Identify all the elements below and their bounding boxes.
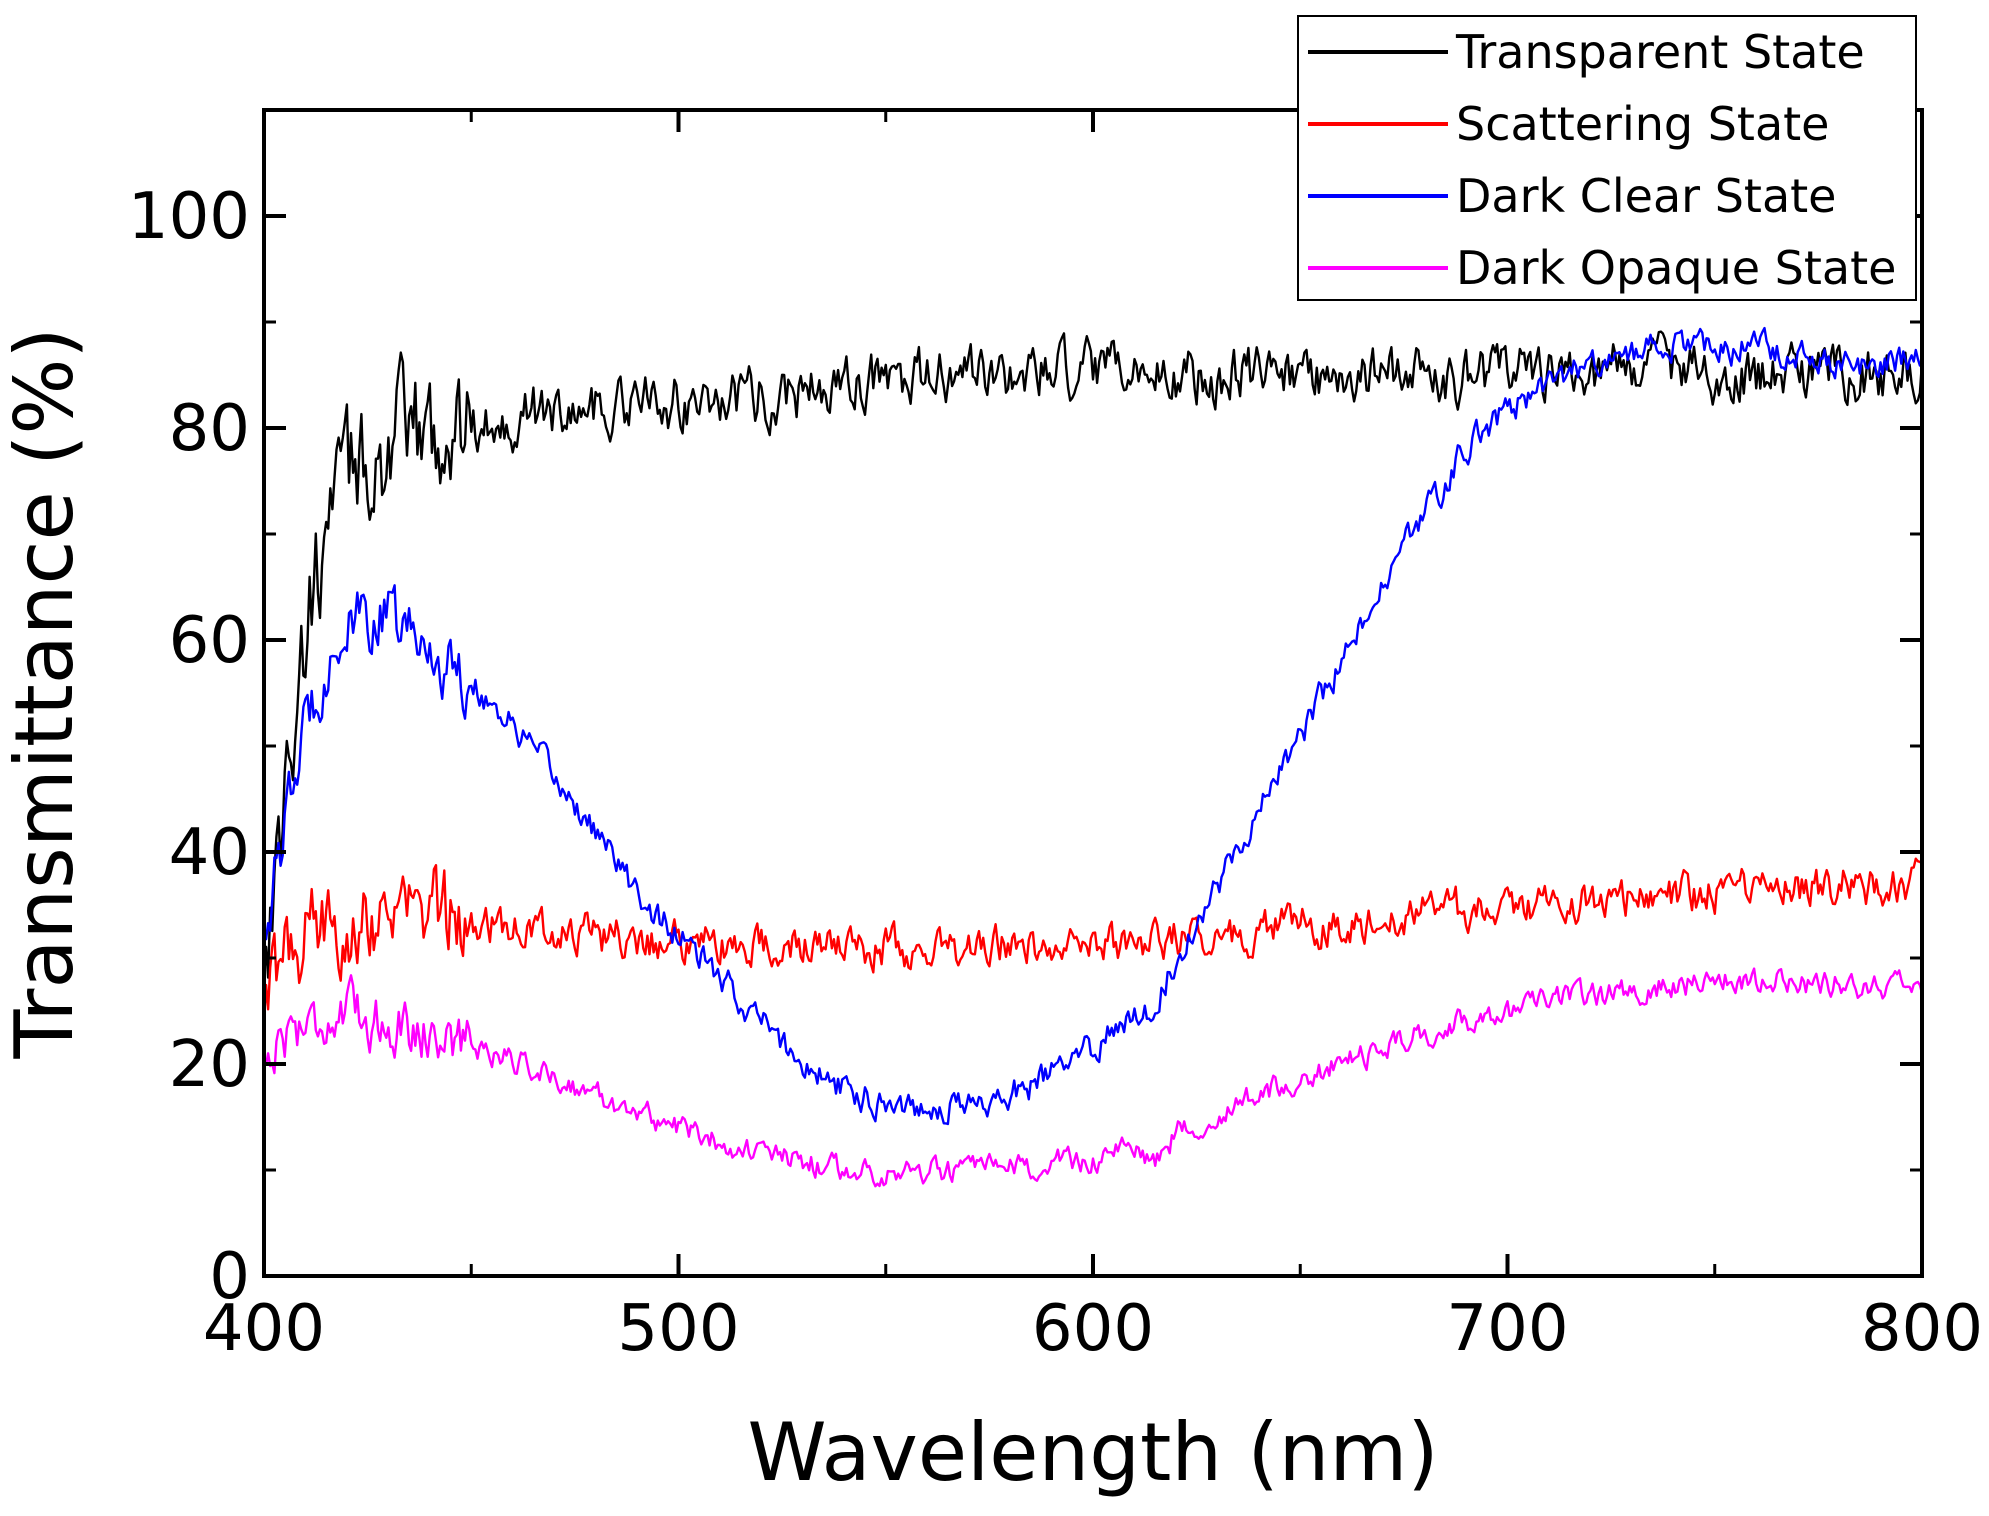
y-axis-title: Transmittance (%): [0, 327, 91, 1059]
y-tick-label: 80: [169, 392, 250, 466]
series-line-transparent-state: [262, 330, 1924, 979]
y-tick-label: 0: [209, 1240, 250, 1314]
y-tick-label: 40: [169, 816, 250, 890]
series-layer: [262, 326, 1924, 1188]
x-tick-label: 500: [617, 1292, 739, 1366]
x-tick-label: 800: [1861, 1292, 1983, 1366]
legend-label-dark-clear: Dark Clear State: [1456, 169, 1836, 223]
y-tick-label: 60: [169, 604, 250, 678]
y-tick-label: 20: [169, 1028, 250, 1102]
legend: Transparent State Scattering State Dark …: [1297, 15, 1917, 301]
y-tick-label: 100: [128, 180, 250, 254]
ticks-layer: 400 500 600 700 800 0 20 40 60 80 100: [128, 110, 1983, 1366]
legend-label-scattering: Scattering State: [1456, 97, 1829, 151]
x-tick-label: 600: [1032, 1292, 1154, 1366]
legend-box: [1297, 15, 1917, 301]
legend-label-dark-opaque: Dark Opaque State: [1456, 241, 1896, 295]
x-tick-label: 700: [1446, 1292, 1568, 1366]
x-tick-label: 400: [203, 1292, 325, 1366]
series-line-scattering-state: [262, 857, 1923, 1021]
series-line-dark-opaque-state: [263, 967, 1924, 1188]
legend-label-transparent: Transparent State: [1455, 25, 1865, 79]
series-line-dark-clear-state: [262, 326, 1924, 1126]
x-axis-title: Wavelength (nm): [747, 1406, 1438, 1499]
